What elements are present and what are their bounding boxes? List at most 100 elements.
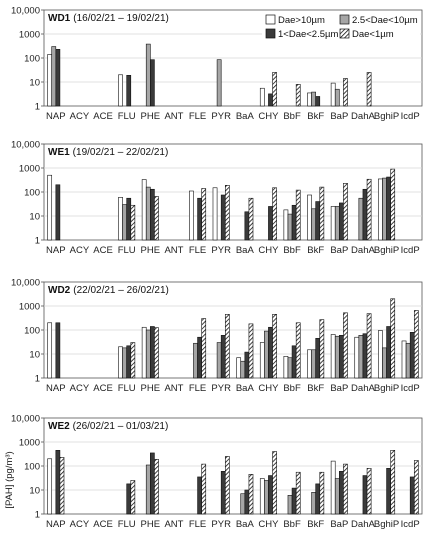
bar-we1-nap-s3 xyxy=(55,184,61,241)
bar-we2-bap-s1 xyxy=(330,460,336,515)
bar-wd1-daha-s4 xyxy=(366,72,372,107)
bar-wd1-bkf-s2 xyxy=(311,91,316,107)
bar-wd2-bkf-s2 xyxy=(311,349,316,379)
x-tick-label: DahA xyxy=(351,519,375,530)
bar-we1-bkf-s2 xyxy=(311,208,316,241)
bar-wd2-flu-s1 xyxy=(118,346,123,379)
bar-wd1-bap-s1 xyxy=(330,82,336,107)
bar-we2-flu-s4 xyxy=(130,480,136,515)
bar-wd2-daha-s3 xyxy=(362,333,368,379)
x-tick-label: BkF xyxy=(307,111,324,122)
bar-we1-bghip-s4 xyxy=(390,168,396,241)
bar-wd2-phe-s3 xyxy=(150,326,155,379)
bar-we2-bbf-s2 xyxy=(287,495,293,515)
x-tick-label: ACY xyxy=(70,111,90,122)
x-tick-label: CHY xyxy=(258,519,279,530)
x-tick-label: CHY xyxy=(258,111,279,122)
bar-wd2-nap-s1 xyxy=(47,322,53,379)
panel-we1: 1 10 100 1000 10,000 WE1 (19/02/21 – 22/02/21)… xyxy=(11,140,423,256)
bar-we2-bghip-s4 xyxy=(390,450,396,515)
bar-we2-nap-s4 xyxy=(59,457,65,515)
x-tick-label: FLE xyxy=(189,519,206,530)
legend-swatch xyxy=(265,14,276,25)
x-tick-label: BghiP xyxy=(374,245,399,256)
x-tick-label: FLE xyxy=(189,383,206,394)
y-tick-label: 1 xyxy=(35,374,40,385)
bar-wd2-icdp-s4 xyxy=(413,310,419,379)
bar-we2-pyr-s4 xyxy=(224,456,230,515)
x-tick-label: DahA xyxy=(351,111,375,122)
bar-wd2-baa-s3 xyxy=(244,351,250,379)
bar-we1-flu-s2 xyxy=(122,204,127,241)
y-tick-label: 10 xyxy=(29,486,40,497)
bar-wd2-bghip-s1 xyxy=(378,330,383,379)
x-tick-label: PYR xyxy=(211,519,231,530)
bar-wd2-baa-s2 xyxy=(240,360,246,379)
bar-we1-daha-s3 xyxy=(362,188,368,241)
x-tick-label: IcdP xyxy=(401,519,420,530)
bar-we1-phe-s2 xyxy=(145,186,151,241)
x-tick-label: FLU xyxy=(118,383,136,394)
x-tick-label: FLU xyxy=(118,519,136,530)
bar-we1-baa-s3 xyxy=(244,211,250,241)
bar-wd2-bghip-s3 xyxy=(386,326,391,379)
bar-we2-nap-s1 xyxy=(47,458,53,515)
legend-swatch xyxy=(339,28,350,39)
panel-title: WE1 (19/02/21 – 22/02/21) xyxy=(48,147,168,158)
panel-code: WD1 xyxy=(48,13,71,24)
bar-wd1-flu-s1 xyxy=(118,74,123,107)
bar-wd2-nap-s3 xyxy=(55,322,61,379)
bar-we2-chy-s2 xyxy=(264,480,269,515)
x-tick-label: PYR xyxy=(211,245,231,256)
x-tick-label: BaA xyxy=(236,245,255,256)
bar-we1-flu-s3 xyxy=(126,197,132,241)
x-tick-label: NAP xyxy=(46,519,66,530)
x-tick-label: BaA xyxy=(236,519,255,530)
panel-title: WE2 (26/02/21 – 01/03/21) xyxy=(48,421,168,432)
bar-we2-flu-s3 xyxy=(126,483,132,515)
bar-we2-bap-s2 xyxy=(334,478,340,515)
bar-wd1-phe-s2 xyxy=(145,43,151,107)
bar-we1-daha-s4 xyxy=(366,178,372,241)
bar-wd2-pyr-s3 xyxy=(220,335,226,379)
bar-wd2-bap-s3 xyxy=(339,335,344,379)
x-tick-label: BaP xyxy=(330,245,348,256)
bar-wd2-flu-s4 xyxy=(130,342,136,379)
panel-wd2: 1 10 100 1000 10,000 WD2 (22/02/21 – 26/02/21)… xyxy=(11,278,423,394)
x-tick-label: NAP xyxy=(46,111,66,122)
bar-wd2-pyr-s4 xyxy=(224,314,230,379)
x-tick-label: CHY xyxy=(258,383,279,394)
bar-we1-phe-s4 xyxy=(154,196,159,241)
panel-title: WD2 (22/02/21 – 26/02/21) xyxy=(48,285,169,296)
bar-wd2-bghip-s4 xyxy=(390,298,396,379)
panel-wd1: 1 10 100 1000 10,000 WD1 (16/02/21 – 19/02/21)… xyxy=(11,6,423,122)
x-tick-label: BkF xyxy=(307,519,324,530)
legend-swatch xyxy=(265,28,276,39)
bar-we2-phe-s3 xyxy=(150,452,155,515)
bar-wd1-bap-s4 xyxy=(343,78,348,107)
x-tick-label: BghiP xyxy=(374,111,399,122)
bar-wd2-daha-s1 xyxy=(354,336,360,379)
bar-wd2-fle-s3 xyxy=(197,336,202,379)
bar-we1-pyr-s3 xyxy=(220,194,226,241)
bar-we2-nap-s3 xyxy=(55,450,61,515)
x-tick-label: PHE xyxy=(141,383,161,394)
y-tick-label: 1000 xyxy=(19,164,40,175)
x-tick-label: BghiP xyxy=(374,383,399,394)
bar-wd1-bap-s2 xyxy=(334,88,340,107)
x-tick-label: FLU xyxy=(118,245,136,256)
bar-we2-baa-s4 xyxy=(248,474,254,515)
bar-wd2-bap-s2 xyxy=(334,335,340,379)
bar-we2-bghip-s3 xyxy=(386,468,391,515)
y-tick-label: 1 xyxy=(35,510,40,521)
x-tick-label: BkF xyxy=(307,383,324,394)
y-tick-label: 1 xyxy=(35,236,40,247)
y-tick-label: 100 xyxy=(24,188,40,199)
x-tick-label: BaA xyxy=(236,383,255,394)
y-tick-label: 1000 xyxy=(19,30,40,41)
bar-we2-bap-s3 xyxy=(339,471,344,515)
x-tick-label: ACY xyxy=(70,383,90,394)
bar-we1-bkf-s3 xyxy=(315,201,321,241)
bar-we2-baa-s3 xyxy=(244,489,250,515)
